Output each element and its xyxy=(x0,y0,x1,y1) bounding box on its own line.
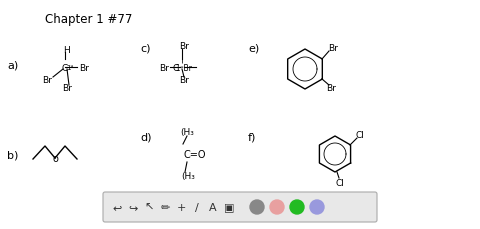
Text: Br: Br xyxy=(42,75,52,84)
Text: Br: Br xyxy=(326,83,336,92)
Text: Cl: Cl xyxy=(336,178,345,187)
Text: H: H xyxy=(64,45,71,54)
Text: Br: Br xyxy=(159,63,169,72)
Text: b): b) xyxy=(7,149,18,159)
Text: ↪: ↪ xyxy=(128,202,138,212)
Text: ↩: ↩ xyxy=(112,202,122,212)
FancyBboxPatch shape xyxy=(103,192,377,222)
Text: ↖: ↖ xyxy=(144,202,154,212)
Text: e): e) xyxy=(248,43,259,53)
Text: f): f) xyxy=(248,132,256,142)
Text: 1ᵘ: 1ᵘ xyxy=(66,65,74,71)
Text: C=O: C=O xyxy=(184,149,206,159)
Circle shape xyxy=(250,200,264,214)
Text: Chapter 1 #77: Chapter 1 #77 xyxy=(45,13,132,26)
Text: Br: Br xyxy=(179,41,189,50)
Text: Br: Br xyxy=(328,43,338,52)
Text: (H₃: (H₃ xyxy=(181,172,195,181)
Text: Cl: Cl xyxy=(356,130,364,139)
Circle shape xyxy=(310,200,324,214)
Text: ▣: ▣ xyxy=(224,202,234,212)
Text: Br: Br xyxy=(62,83,72,92)
Text: C: C xyxy=(62,63,68,72)
Text: a): a) xyxy=(7,60,18,70)
Text: Br: Br xyxy=(79,63,89,72)
Circle shape xyxy=(270,200,284,214)
Text: d): d) xyxy=(140,132,152,142)
Text: ✏: ✏ xyxy=(160,202,170,212)
Text: |: | xyxy=(180,52,184,63)
Text: C: C xyxy=(173,63,179,72)
Text: 1ᵘBr: 1ᵘBr xyxy=(170,63,192,72)
Circle shape xyxy=(290,200,304,214)
Text: o: o xyxy=(52,153,58,163)
Text: A: A xyxy=(209,202,217,212)
Text: c): c) xyxy=(140,43,151,53)
Text: +: + xyxy=(176,202,186,212)
Text: Br: Br xyxy=(179,75,189,84)
Text: (H₃: (H₃ xyxy=(180,128,194,137)
Text: /: / xyxy=(195,202,199,212)
